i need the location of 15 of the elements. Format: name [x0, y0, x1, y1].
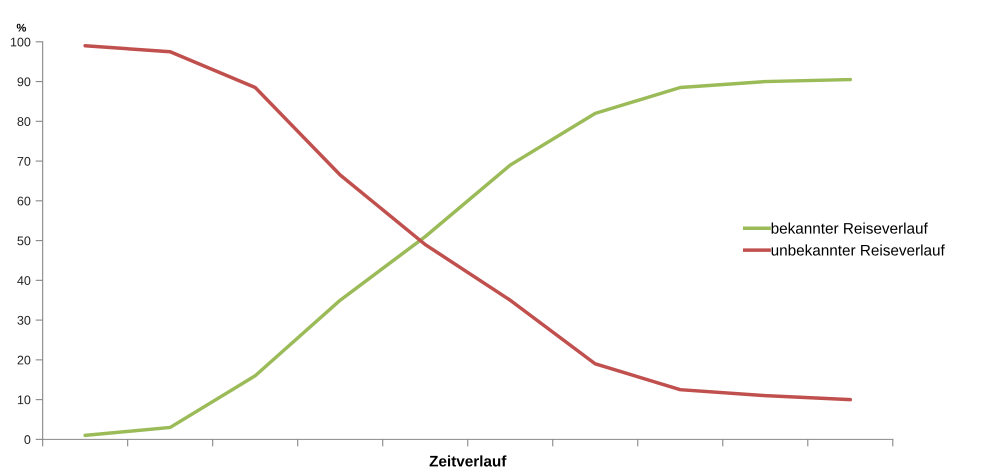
y-tick-label: 30	[17, 316, 30, 325]
legend-label: unbekannter Reiseverlauf	[772, 244, 945, 256]
y-tick-label: 90	[18, 77, 30, 86]
legend-label: bekannter Reiseverlauf	[772, 222, 928, 234]
y-tick-label: 80	[17, 117, 30, 126]
y-tick-label: 100	[10, 38, 30, 46]
y-axis-title: %	[16, 24, 26, 32]
y-tick-label: 40	[17, 276, 30, 285]
y-tick-label: 60	[18, 196, 30, 206]
y-tick-label: 20	[18, 356, 30, 365]
y-tick-label: 0	[24, 435, 30, 444]
y-tick-label: 70	[18, 156, 30, 166]
x-axis-title: Zeitverlauf	[430, 455, 506, 467]
y-tick-label: 10	[18, 395, 30, 404]
y-tick-label: 50	[17, 236, 30, 246]
